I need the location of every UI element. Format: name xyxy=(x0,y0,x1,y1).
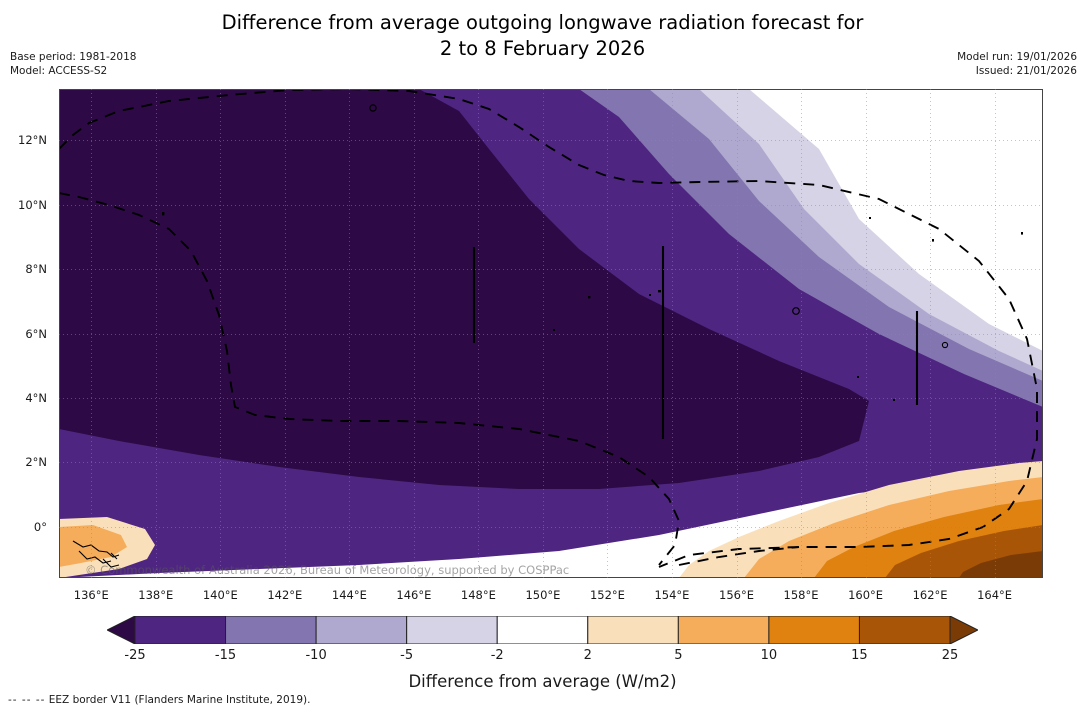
colorbar-block-8 xyxy=(858,616,951,644)
page-title: Difference from average outgoing longwav… xyxy=(0,10,1085,62)
colorbar-tick--15: -15 xyxy=(214,648,237,663)
gridline-horizontal-10°N xyxy=(59,204,1043,206)
colorbar-tick--2: -2 xyxy=(490,648,504,663)
colorbar-swatches xyxy=(107,616,978,644)
colorbar-block-0 xyxy=(134,616,227,644)
model-text: Model: ACCESS-S2 xyxy=(10,65,108,77)
x-tick-150°E: 150°E xyxy=(525,588,561,602)
x-tick-158°E: 158°E xyxy=(783,588,819,602)
colorbar-tick--10: -10 xyxy=(305,648,327,663)
x-tick-140°E: 140°E xyxy=(202,588,238,602)
y-tick-2°N: 2°N xyxy=(25,455,47,470)
colorbar-block-4 xyxy=(496,616,589,644)
base-period-text: Base period: 1981-2018 xyxy=(10,51,137,63)
x-tick-136°E: 136°E xyxy=(73,588,109,602)
model-run-text: Model run: 19/01/2026 xyxy=(957,51,1077,63)
map-plot-area: © Commonwealth of Australia 2026, Bureau… xyxy=(59,89,1043,578)
coastline-layer xyxy=(72,540,120,568)
y-tick-10°N: 10°N xyxy=(18,197,47,212)
title-line-1: Difference from average outgoing longwav… xyxy=(221,11,864,34)
copyright-watermark: © Commonwealth of Australia 2026, Bureau… xyxy=(85,563,570,577)
colorbar-extend-low xyxy=(107,616,136,644)
colorbar-block-6 xyxy=(677,616,770,644)
colorbar-block-1 xyxy=(225,616,317,644)
x-tick-142°E: 142°E xyxy=(267,588,303,602)
issued-text: Issued: 21/01/2026 xyxy=(975,65,1077,77)
metadata-left: Base period: 1981-2018 Model: ACCESS-S2 xyxy=(10,50,136,78)
title-line-2: 2 to 8 February 2026 xyxy=(439,37,646,60)
gridline-horizontal-6°N xyxy=(59,333,1043,335)
colorbar-block-5 xyxy=(587,616,679,644)
x-tick-154°E: 154°E xyxy=(654,588,690,602)
x-tick-160°E: 160°E xyxy=(848,588,884,602)
x-tick-156°E: 156°E xyxy=(719,588,754,602)
eez-legend-dashes: -- -- -- xyxy=(8,694,46,706)
x-tick-138°E: 138°E xyxy=(138,588,174,602)
colorbar-tick-2: 2 xyxy=(583,648,592,663)
gridline-horizontal-0° xyxy=(59,526,1043,528)
colorbar-axis-label: Difference from average (W/m2) xyxy=(408,672,677,691)
y-tick-4°N: 4°N xyxy=(25,390,47,405)
colorbar-block-7 xyxy=(768,616,860,644)
x-tick-162°E: 162°E xyxy=(912,588,948,602)
eez-border-vertical-segments xyxy=(472,246,919,439)
y-tick-8°N: 8°N xyxy=(25,262,47,277)
gridline-horizontal-8°N xyxy=(59,269,1043,271)
island-dots xyxy=(162,104,1023,401)
eez-border-line xyxy=(59,89,1038,568)
colorbar-extend-high xyxy=(949,616,978,644)
colorbar-tick-25: 25 xyxy=(941,648,959,663)
colorbar-region: -25 -15 -10 -5 -2 2 5 10 15 25 Difference from av… xyxy=(0,614,1085,714)
y-tick-0°: 0° xyxy=(33,519,47,534)
eez-legend-text: EEZ border V11 (Flanders Marine Institut… xyxy=(48,694,311,706)
x-tick-148°E: 148°E xyxy=(460,588,496,602)
colorbar-block-2 xyxy=(315,616,408,644)
colorbar-block-3 xyxy=(406,616,498,644)
x-tick-144°E: 144°E xyxy=(331,588,367,602)
x-tick-164°E: 164°E xyxy=(977,588,1013,602)
colorbar-tick--25: -25 xyxy=(124,648,146,663)
metadata-right: Model run: 19/01/2026 Issued: 21/01/2026 xyxy=(957,50,1077,78)
colorbar-tick-5: 5 xyxy=(674,648,683,663)
x-tick-146°E: 146°E xyxy=(396,588,432,602)
x-tick-152°E: 152°E xyxy=(589,588,625,602)
gridline-horizontal-12°N xyxy=(59,140,1043,142)
y-tick-6°N: 6°N xyxy=(25,326,47,341)
gridline-horizontal-2°N xyxy=(59,462,1043,464)
eez-legend: -- -- -- EEZ border V11 (Flanders Marine… xyxy=(8,694,310,706)
colorbar-tick-10: 10 xyxy=(760,648,778,663)
colorbar-tick-15: 15 xyxy=(851,648,868,663)
gridline-horizontal-4°N xyxy=(59,397,1043,399)
y-tick-12°N: 12°N xyxy=(18,133,47,148)
colorbar-tick--5: -5 xyxy=(400,648,414,663)
